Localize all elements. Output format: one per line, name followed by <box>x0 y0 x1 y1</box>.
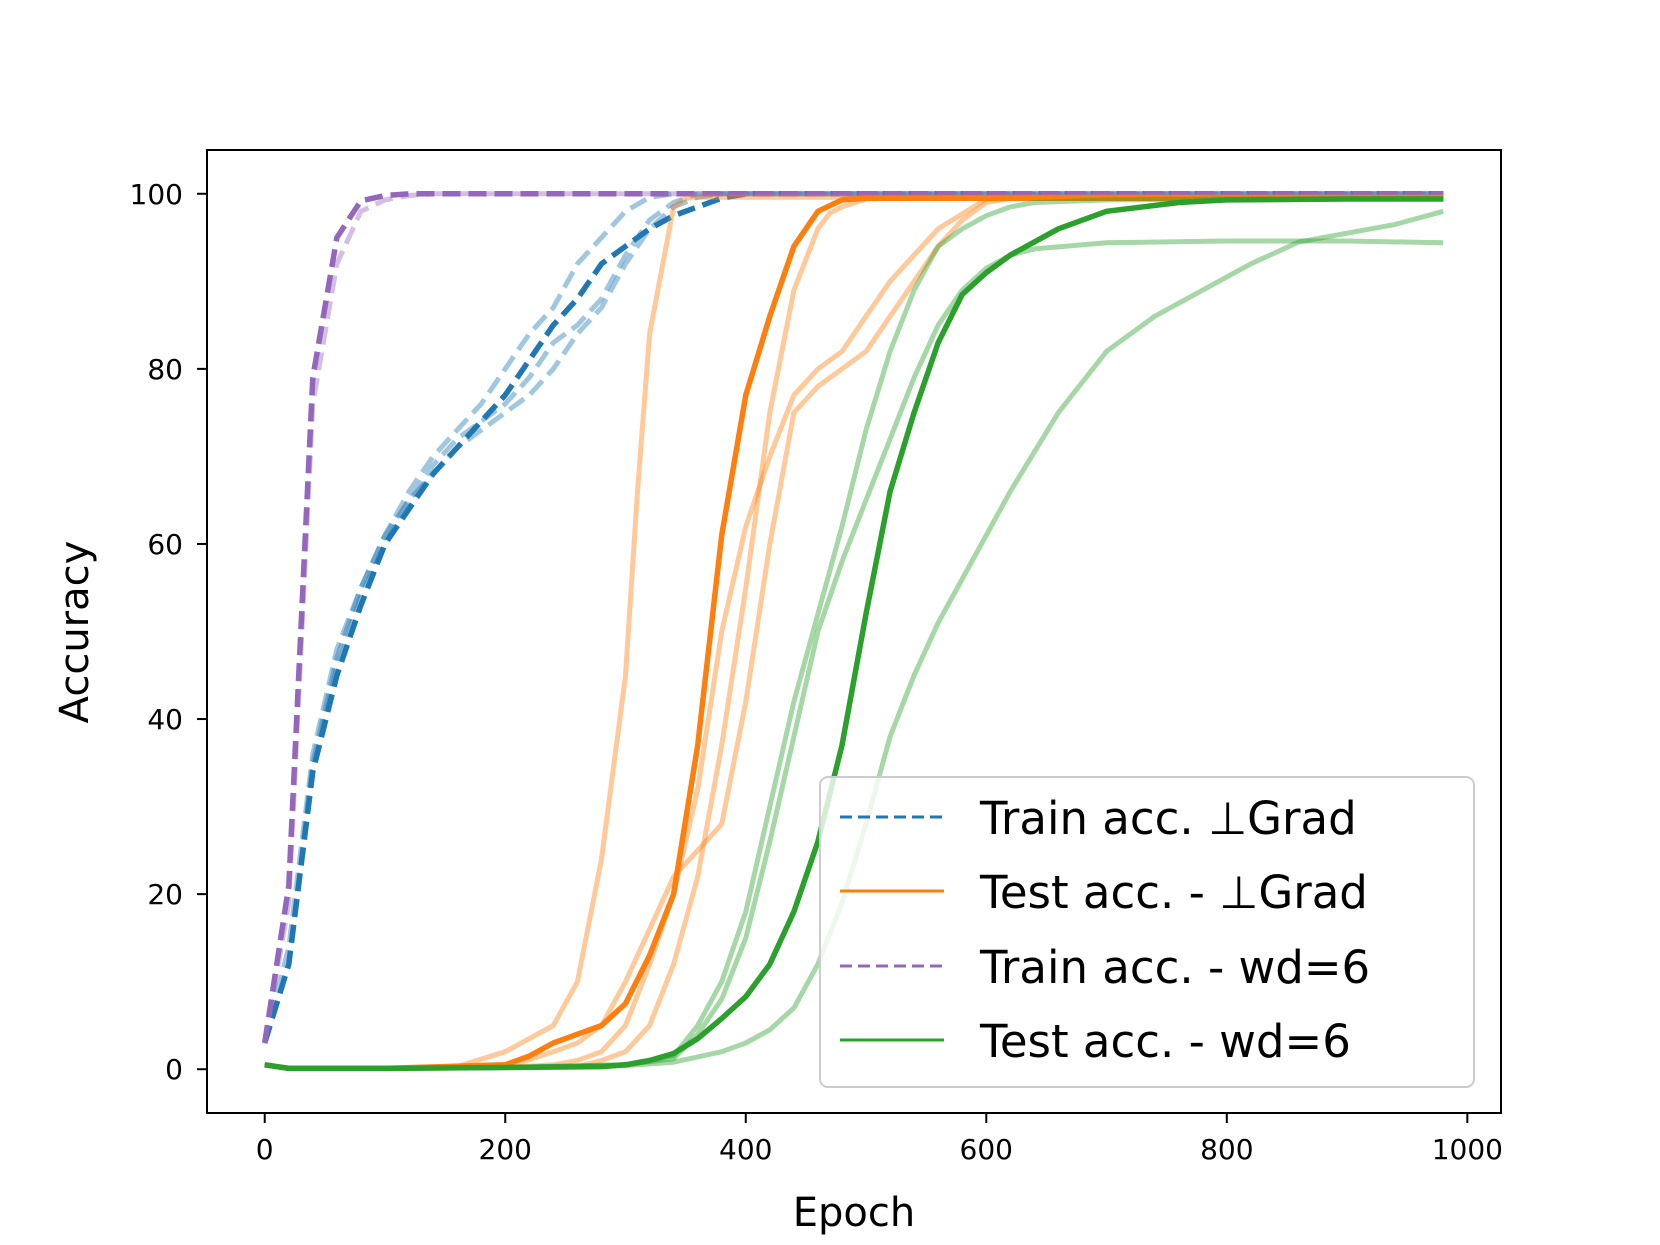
series-line-test-grad-mean <box>264 195 1444 1072</box>
series-line-test-wd-run <box>264 208 1444 1071</box>
y-axis-label: Accuracy <box>52 541 98 724</box>
x-tick-label: 600 <box>960 1133 1013 1166</box>
plot-lines <box>261 191 1444 1072</box>
series-line-train-grad-run <box>262 191 1444 1044</box>
plot-frame <box>206 149 1502 1114</box>
legend-label-train-grad: Train acc. ⊥Grad <box>979 792 1357 845</box>
x-axis-ticks: 0 200 400 600 800 1000 <box>256 1113 1503 1166</box>
y-tick-label: 40 <box>147 703 183 736</box>
x-tick-label: 0 <box>256 1133 274 1166</box>
y-tick-label: 0 <box>165 1053 183 1086</box>
legend-box <box>819 776 1475 1088</box>
y-axis-ticks: 0 20 40 60 80 100 <box>130 178 207 1086</box>
x-tick-label: 200 <box>479 1133 532 1166</box>
legend-label-test-wd: Test acc. - wd=6 <box>979 1015 1351 1068</box>
x-tick-label: 1000 <box>1432 1133 1503 1166</box>
series-line-train-wd-mean <box>261 191 1444 1044</box>
y-tick-label: 80 <box>147 353 183 386</box>
y-tick-label: 100 <box>130 178 183 211</box>
legend: Train acc. ⊥Grad Test acc. - ⊥Grad Train… <box>819 776 1475 1088</box>
y-tick-label: 20 <box>147 878 183 911</box>
legend-label-train-wd: Train acc. - wd=6 <box>979 941 1370 994</box>
x-tick-label: 800 <box>1200 1133 1253 1166</box>
series-line-train-grad-mean <box>262 191 1444 1044</box>
x-axis-label: Epoch <box>793 1190 915 1236</box>
x-tick-label: 400 <box>719 1133 772 1166</box>
y-tick-label: 60 <box>147 528 183 561</box>
legend-label-test-grad: Test acc. - ⊥Grad <box>979 866 1368 919</box>
